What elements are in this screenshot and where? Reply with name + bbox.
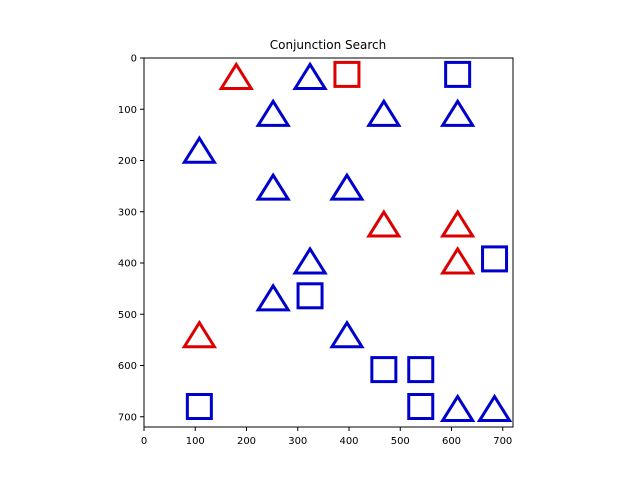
- blue-triangle-2: [292, 61, 328, 90]
- blue-square-4: [444, 60, 472, 88]
- chart-marks: [181, 60, 513, 423]
- plot-frame: [143, 57, 514, 428]
- x-tick-label-400: 400: [339, 436, 358, 447]
- blue-square-22: [185, 393, 213, 420]
- red-triangle-18: [181, 319, 218, 349]
- blue-triangle-9: [255, 172, 291, 201]
- red-triangle-12: [439, 209, 476, 238]
- x-tick-label-0: 0: [141, 436, 147, 447]
- x-tick-label-100: 100: [186, 436, 205, 447]
- blue-triangle-24: [439, 393, 476, 423]
- blue-triangle-16: [255, 283, 291, 312]
- blue-square-20: [370, 356, 398, 384]
- y-tick-label-500: 500: [118, 310, 137, 321]
- chart-title: Conjunction Search: [270, 38, 387, 52]
- y-tick-label-600: 600: [118, 361, 137, 372]
- blue-triangle-25: [476, 393, 513, 423]
- blue-square-23: [407, 393, 435, 420]
- x-tick-label-300: 300: [288, 436, 307, 447]
- x-tick-label-700: 700: [493, 436, 512, 447]
- y-axis: 0 100 200 300 400 500 600 700: [118, 54, 144, 423]
- blue-square-15: [481, 245, 509, 273]
- blue-triangle-19: [329, 319, 365, 349]
- blue-triangle-13: [292, 246, 328, 275]
- y-tick-label-700: 700: [118, 412, 137, 423]
- x-axis: 0 100 200 300 400 500 600 700: [141, 427, 512, 447]
- y-tick-label-400: 400: [118, 259, 137, 270]
- y-tick-label-100: 100: [118, 105, 137, 116]
- y-tick-label-200: 200: [118, 156, 137, 167]
- red-square-3: [333, 60, 361, 88]
- blue-square-21: [407, 356, 435, 384]
- blue-triangle-5: [255, 98, 291, 127]
- blue-triangle-7: [439, 98, 476, 127]
- red-triangle-14: [439, 246, 476, 275]
- x-tick-label-200: 200: [237, 436, 256, 447]
- red-triangle-1: [218, 61, 254, 90]
- blue-square-17: [296, 282, 324, 310]
- blue-triangle-6: [366, 98, 402, 127]
- x-tick-label-600: 600: [442, 436, 461, 447]
- red-triangle-11: [366, 209, 402, 238]
- y-tick-label-300: 300: [118, 207, 137, 218]
- blue-triangle-8: [181, 135, 218, 164]
- y-tick-label-0: 0: [131, 54, 137, 65]
- x-tick-label-500: 500: [391, 436, 410, 447]
- blue-triangle-10: [329, 172, 365, 201]
